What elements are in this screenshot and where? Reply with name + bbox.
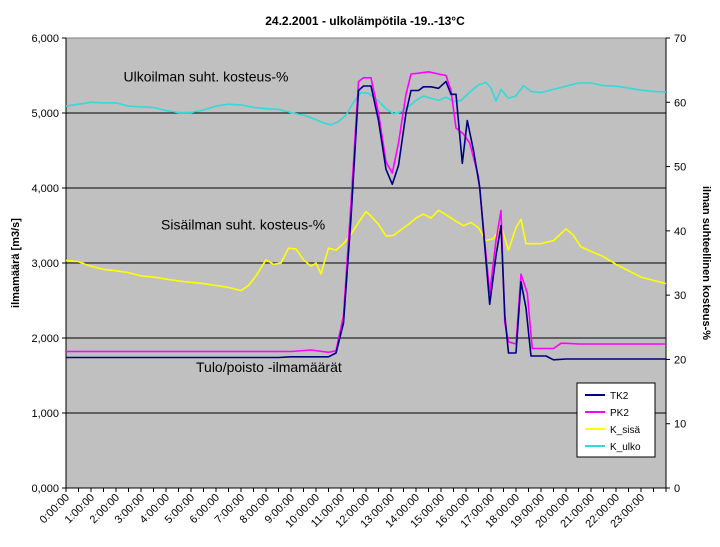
series-line-k-ulko — [65, 81, 667, 126]
y-axis-right-label: ilman suhteellinen kosteus-% — [700, 186, 712, 340]
y-left-tick-label: 5,000 — [31, 108, 59, 120]
y-right-tick-label: 20 — [674, 354, 686, 366]
y-right-tick-label: 30 — [674, 290, 686, 302]
y-left-tick-label: 3,000 — [31, 258, 59, 270]
legend: TK2 PK2 K_sisä K_ulko — [576, 382, 656, 458]
annotations: Ulkoilman suht. kosteus-% Sisäilman suht.… — [124, 69, 342, 375]
chart-title: 24.2.2001 - ulkolämpötila -19..-13°C — [265, 14, 465, 28]
series-line-tk2 — [66, 80, 666, 361]
y-left-tick-label: 2,000 — [31, 333, 59, 345]
y-left-tick-label: 1,000 — [31, 408, 59, 420]
legend-label: TK2 — [610, 391, 629, 402]
legend-label: K_ulko — [610, 442, 641, 453]
annotation: Tulo/poisto -ilmamäärät — [196, 359, 342, 375]
y-right-tick-label: 40 — [674, 226, 686, 238]
annotation: Sisäilman suht. kosteus-% — [161, 216, 325, 232]
series-line-k-sis- — [65, 209, 667, 292]
y-right-tick-label: 60 — [674, 97, 686, 109]
y-left-tick-label: 0,000 — [31, 483, 59, 495]
y-axis-left-label: ilmamäärä [m3/s] — [10, 218, 22, 308]
annotation: Ulkoilman suht. kosteus-% — [124, 69, 289, 85]
y-right-tick-label: 70 — [674, 33, 686, 45]
legend-label: PK2 — [610, 408, 629, 419]
y-left-tick-label: 6,000 — [31, 33, 59, 45]
y-right-tick-label: 50 — [674, 162, 686, 174]
y-right-tick-label: 0 — [674, 483, 680, 495]
legend-label: K_sisä — [610, 425, 640, 436]
y-right-tick-label: 10 — [674, 419, 686, 431]
y-left-tick-label: 4,000 — [31, 183, 59, 195]
